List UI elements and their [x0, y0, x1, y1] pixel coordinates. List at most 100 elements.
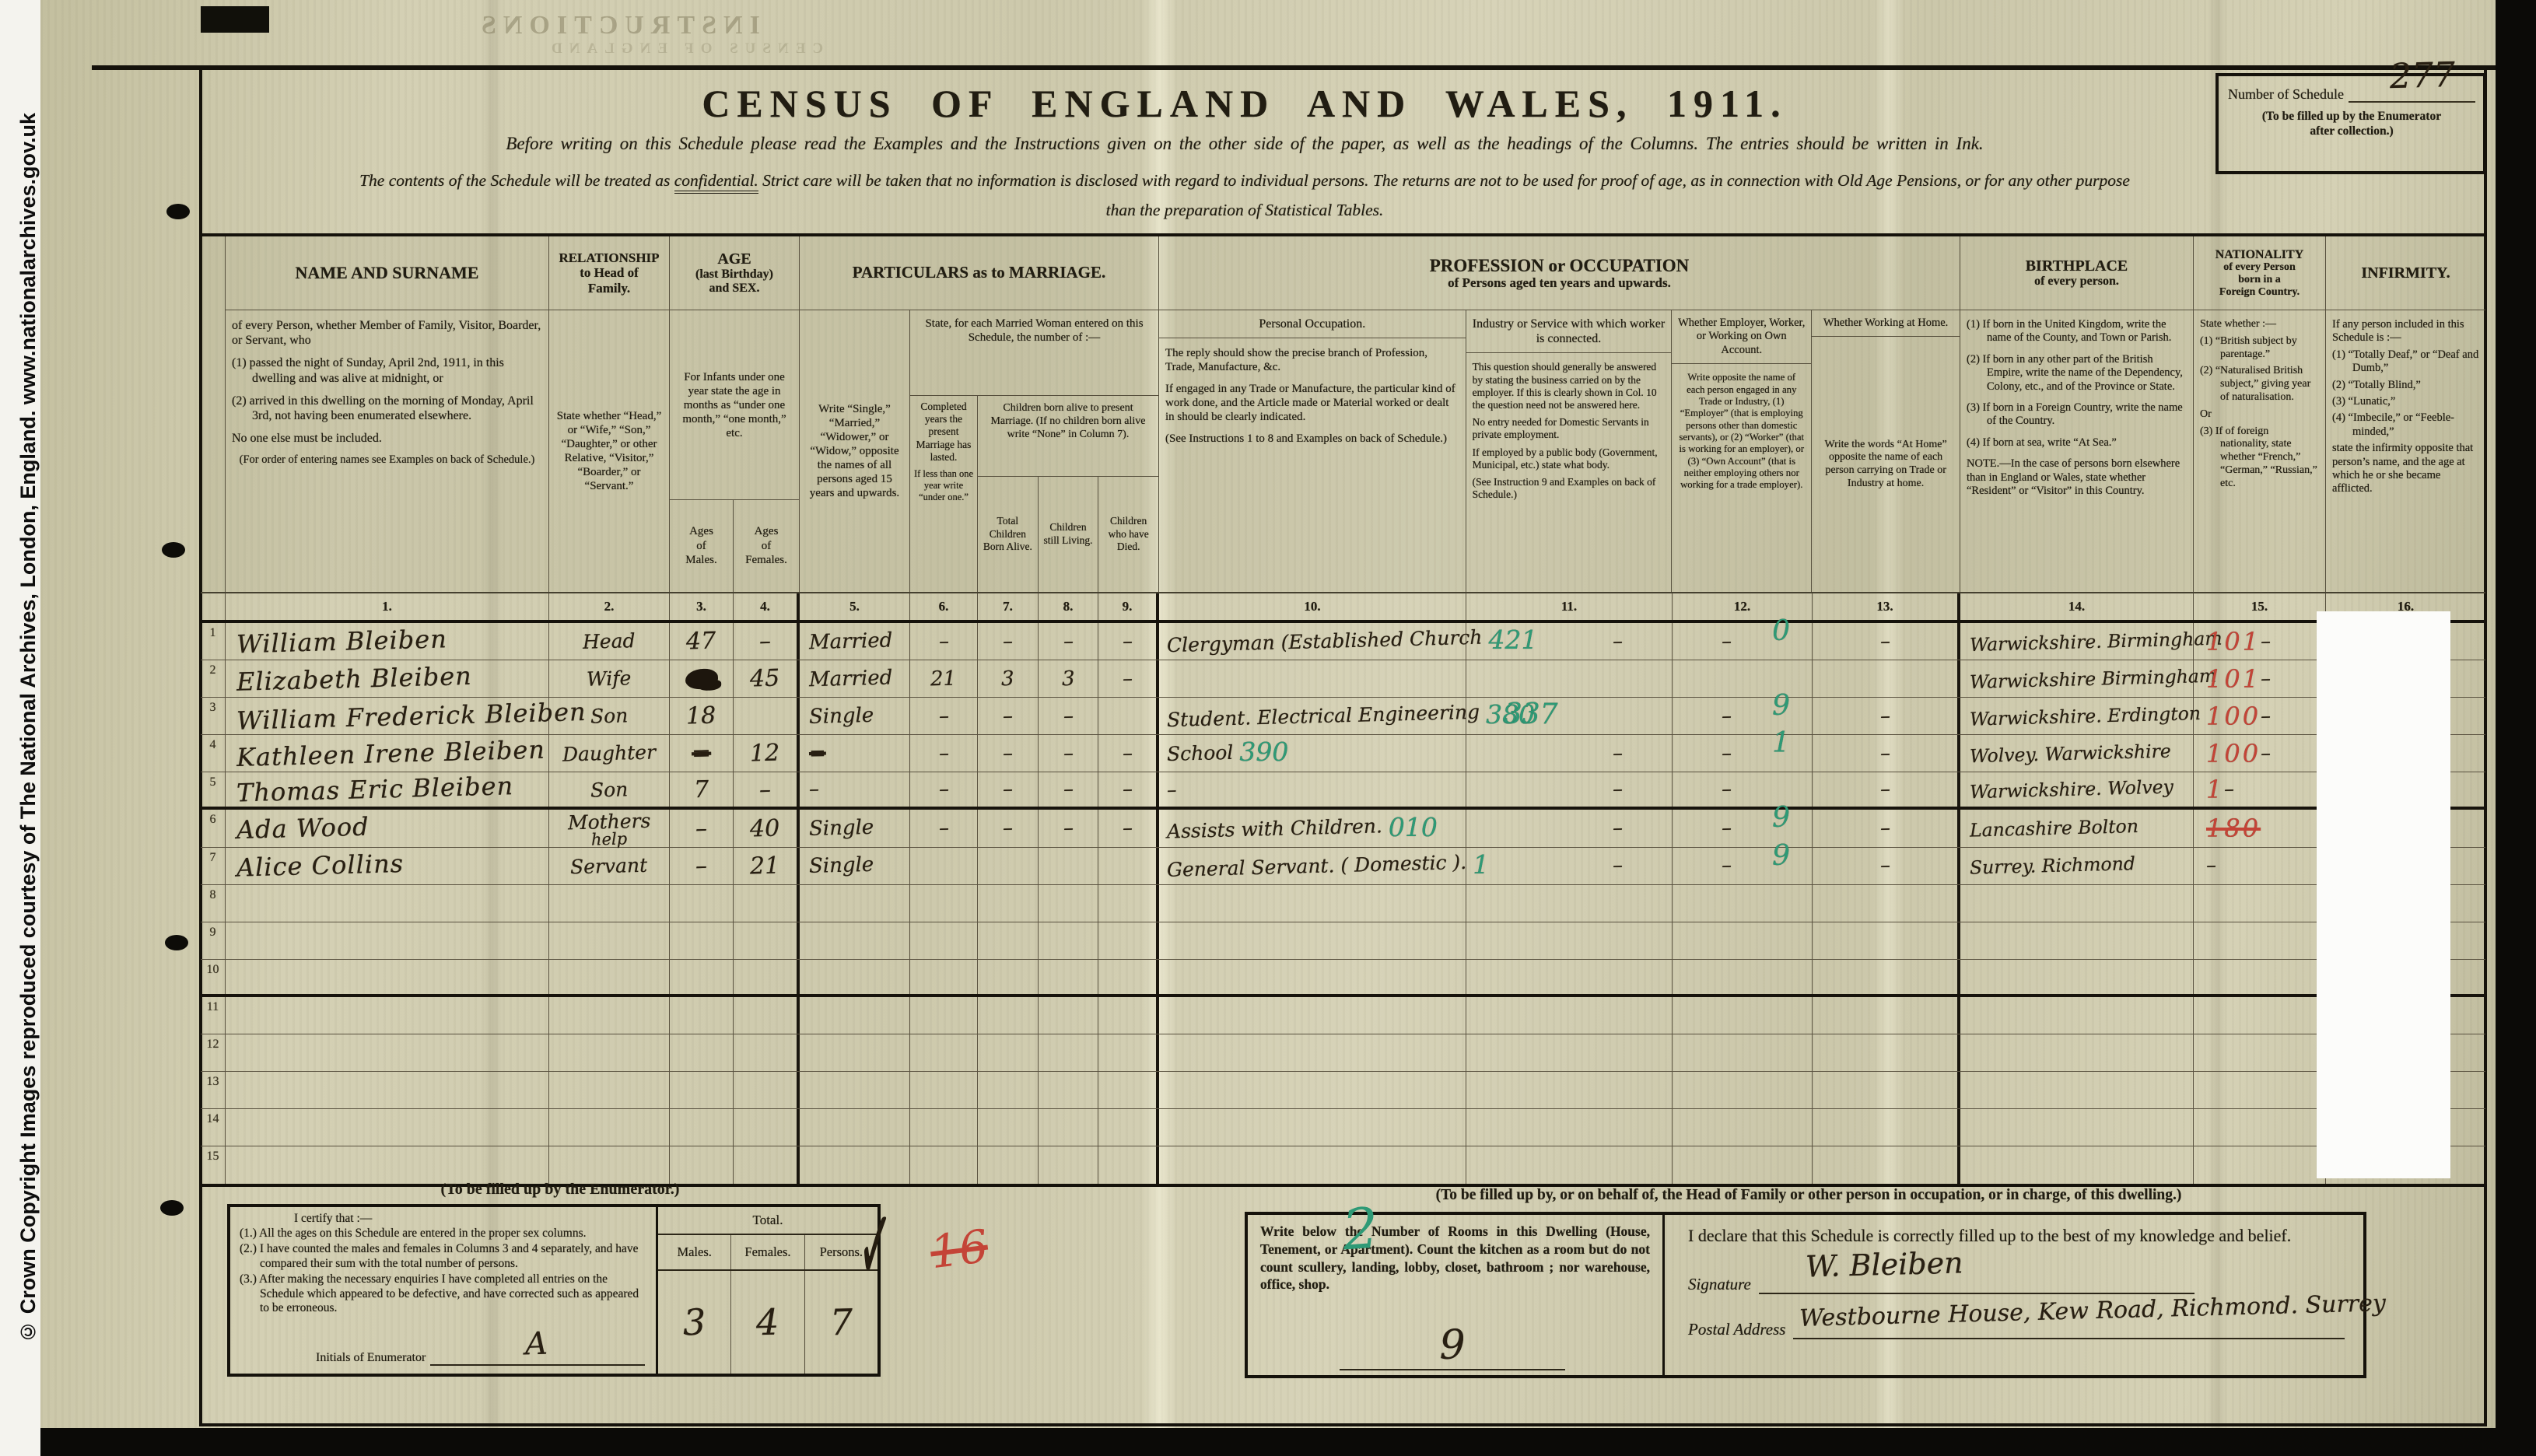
colnum-3: 3.	[670, 593, 734, 620]
cell-age-male: 18	[670, 698, 734, 735]
header-inf-line1: (1) “Totally Deaf,” or “Deaf and Dumb,”	[2332, 348, 2479, 375]
cell-working-at-home	[1813, 1034, 1960, 1072]
cell-employer-status	[1673, 1109, 1813, 1146]
cell-marriage	[800, 959, 910, 994]
employer-code-green: 1	[1772, 727, 1790, 760]
nationality-code-red: 100	[2206, 701, 2261, 731]
cell-birthplace	[1960, 1034, 2194, 1072]
header-nat-title: NATIONALITY	[2215, 247, 2304, 261]
relationship-value: Son	[590, 704, 629, 728]
children-died-value: –	[1122, 816, 1133, 841]
industry-value: –	[1612, 741, 1624, 765]
cell-name: William Bleiben	[226, 623, 549, 660]
age-male-value: 18	[685, 702, 717, 730]
cell-age-male	[670, 996, 734, 1034]
cell-years-married: –	[910, 772, 978, 807]
cell-marriage	[800, 996, 910, 1034]
cell-working-at-home: –	[1813, 623, 1960, 660]
cell-children-living	[1039, 996, 1098, 1034]
cell-name: Ada Wood	[226, 810, 549, 847]
occupation-code-green: 010	[1388, 811, 1438, 842]
cell-birthplace: Warwickshire. Erdington	[1960, 698, 2201, 735]
cell-birthplace: Warwickshire. Birmingham	[1960, 623, 2223, 660]
census-table: NAME AND SURNAME of every Person, whethe…	[201, 233, 2485, 1188]
colnum-12: 12.	[1673, 593, 1813, 620]
header-col11-desc2: No entry needed for Domestic Servants in…	[1472, 416, 1649, 441]
years-married-value: –	[938, 778, 949, 802]
header-nat-sub3: Foreign Country.	[2219, 285, 2300, 298]
header-name-item1: (1) passed the night of Sunday, April 2n…	[232, 356, 504, 385]
header-age-sub1: (last Birthday)	[695, 268, 773, 282]
cell-children-born	[978, 1109, 1039, 1146]
cell-children-died	[1098, 1109, 1159, 1146]
children-living-value: –	[1063, 741, 1074, 765]
table-row: 13	[201, 1072, 2485, 1110]
cell-age-male: –	[670, 810, 734, 847]
header-bp-item2: (2) If born in any other part of the Bri…	[1967, 352, 2183, 393]
header-bp-sub: of every person.	[2034, 275, 2119, 289]
initials-line: A	[430, 1326, 645, 1366]
label: Males.	[685, 554, 717, 567]
cell-children-born	[978, 847, 1039, 884]
industry-value: –	[1612, 778, 1624, 802]
header-col10-label: Personal Occupation.	[1159, 310, 1466, 339]
age-male-value: –	[695, 852, 708, 880]
cell-years-married	[910, 1146, 978, 1185]
age-female-value: 12	[749, 739, 781, 768]
cell-working-at-home: –	[1813, 810, 1960, 847]
header-bp-item1: (1) If born in the United Kingdom, write…	[1967, 318, 2172, 345]
cell-birthplace	[1960, 996, 2194, 1034]
cell-years-married	[910, 1072, 978, 1109]
initials-value: A	[524, 1325, 548, 1363]
total-label: Total.	[658, 1207, 877, 1235]
cell-children-born: –	[978, 735, 1039, 772]
persons-label: Persons.	[819, 1244, 863, 1259]
row-number: 7	[201, 847, 226, 884]
showthrough-text: INSTRUCTIONS	[475, 11, 760, 40]
name-value: Ada Wood	[236, 811, 370, 845]
cell-children-living	[1039, 884, 1098, 922]
employer-code-green: 9	[1772, 839, 1790, 872]
relationship-value: Servant	[570, 853, 648, 878]
cell-children-died	[1098, 698, 1159, 735]
cell-age-male: =	[670, 735, 734, 772]
cell-relationship: Head	[549, 623, 670, 660]
cell-years-married: –	[910, 623, 978, 660]
colnum-11: 11.	[1466, 593, 1673, 620]
children-born-value: –	[1002, 704, 1014, 728]
cell-years-married	[910, 884, 978, 922]
cell-marriage: Married	[800, 623, 910, 660]
cell-working-at-home: –	[1813, 847, 1960, 884]
cell-name: Elizabeth Bleiben	[226, 660, 549, 698]
confidential-post: Strict care will be taken that no inform…	[758, 171, 2130, 190]
cell-employer-status: –1	[1673, 727, 1813, 772]
redaction-block	[2317, 611, 2450, 1178]
cell-age-female	[734, 996, 800, 1034]
cell-children-living: –	[1039, 623, 1098, 660]
header-name-item2: (2) arrived in this dwelling on the morn…	[232, 394, 534, 422]
employer-code-green: 0	[1772, 615, 1790, 647]
cell-relationship: Daughter	[549, 735, 670, 772]
row-number: 8	[201, 884, 226, 922]
schedule-number-box: Number of Schedule 277 (To be filled up …	[2215, 55, 2486, 174]
cell-age-male	[670, 884, 734, 922]
cell-age-male: 7	[670, 772, 734, 807]
birthplace-value: Warwickshire. Erdington	[1969, 702, 2201, 730]
cell-industry: –	[1466, 772, 1673, 807]
table-row: 3 William Frederick Bleiben Son 18 Singl…	[201, 690, 2485, 735]
cell-children-living: –	[1039, 810, 1098, 847]
cell-relationship: Wife	[549, 660, 670, 698]
cell-age-male	[670, 922, 734, 959]
cell-relationship	[549, 884, 670, 922]
children-born-value: –	[1002, 778, 1014, 802]
table-row: 8	[201, 884, 2485, 922]
cell-employer-status	[1673, 959, 1813, 994]
table-row: 5 Thomas Eric Bleiben Son 7 – – – – – – …	[201, 772, 2485, 810]
cell-children-died	[1098, 847, 1159, 884]
cell-marriage: –	[800, 772, 910, 807]
postal-address-value: Westbourne House, Kew Road, Richmond. Su…	[1799, 1290, 2387, 1332]
header-inf-line3: (3) “Lunatic,”	[2332, 394, 2396, 408]
cell-years-married	[910, 996, 978, 1034]
cell-children-died	[1098, 884, 1159, 922]
cell-working-at-home: –	[1813, 772, 1960, 807]
